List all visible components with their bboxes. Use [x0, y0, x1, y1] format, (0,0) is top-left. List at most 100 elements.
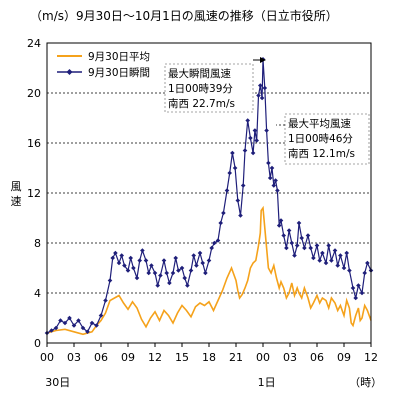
- x-tick-label: 09: [121, 351, 135, 364]
- gust-point: [116, 260, 122, 266]
- gust-point: [185, 283, 190, 288]
- x-tick-label: 09: [337, 351, 351, 364]
- gust-point: [143, 258, 149, 263]
- gust-point: [85, 329, 90, 335]
- gust-point: [335, 263, 340, 268]
- gust-point: [203, 270, 208, 276]
- gust-point: [299, 235, 304, 241]
- gust-point: [326, 243, 331, 248]
- gust-point: [62, 320, 68, 326]
- gust-point: [227, 170, 232, 176]
- gust-point: [356, 283, 361, 288]
- gust-point: [49, 328, 54, 333]
- gust-point: [284, 245, 289, 251]
- gust-point: [252, 128, 258, 133]
- gust-point: [146, 270, 151, 276]
- gust-point: [140, 248, 145, 253]
- gust-point: [259, 95, 265, 101]
- gust-point: [273, 178, 278, 183]
- gust-point: [362, 270, 367, 276]
- gust-point: [215, 238, 221, 243]
- gust-point: [341, 265, 347, 271]
- gust-point: [113, 250, 118, 256]
- x-tick-label: 12: [364, 351, 378, 364]
- annotation-text: 1日00時46分: [288, 133, 353, 145]
- y-axis-label-char: 風: [11, 180, 22, 193]
- series-gust: [44, 56, 374, 336]
- gust-point: [170, 270, 176, 276]
- y-axis-label: 風速: [11, 180, 22, 208]
- gust-point: [350, 285, 356, 291]
- y-tick-label: 4: [34, 287, 41, 300]
- gust-point: [179, 265, 185, 271]
- gust-point: [242, 148, 248, 153]
- x-tick-label: 06: [310, 351, 324, 364]
- gust-point: [275, 188, 280, 193]
- plot-frame: [46, 42, 372, 344]
- gust-point: [134, 275, 140, 281]
- gust-point: [278, 218, 284, 223]
- gust-point: [245, 118, 250, 123]
- annotation-arrowhead: [260, 57, 266, 63]
- gust-point: [98, 313, 104, 318]
- y-tick-labels: 0 4 8 12 16 20 24: [27, 37, 41, 350]
- x-tick-label: 12: [148, 351, 162, 364]
- gust-point: [53, 325, 59, 331]
- gust-point: [76, 318, 81, 323]
- y-tick-label: 20: [27, 87, 41, 100]
- gust-point: [125, 268, 131, 273]
- gust-point: [131, 265, 136, 271]
- gust-point: [238, 213, 243, 218]
- gust-point: [164, 270, 169, 276]
- gust-point: [149, 263, 154, 268]
- gust-point: [176, 268, 181, 273]
- gust-point: [286, 228, 292, 233]
- date-label: 1日: [258, 376, 276, 389]
- gust-point: [320, 250, 325, 256]
- gust-point: [224, 188, 230, 193]
- gust-point: [305, 233, 311, 238]
- gust-point: [161, 258, 167, 263]
- gust-point: [294, 243, 300, 248]
- y-tick-label: 12: [27, 187, 41, 200]
- gust-point: [182, 275, 187, 281]
- gust-point: [240, 183, 246, 188]
- annotation-text: 南西 12.1m/s: [288, 147, 355, 160]
- annotation-text: 最大平均風速: [288, 117, 351, 130]
- gust-point: [173, 255, 178, 261]
- x-tick-label: 21: [229, 351, 243, 364]
- gust-point: [254, 138, 259, 143]
- gust-point: [365, 260, 370, 266]
- series-average-line: [46, 205, 372, 336]
- gust-point: [329, 258, 334, 263]
- gust-point: [347, 268, 352, 273]
- date-label: 30日: [45, 376, 70, 389]
- gust-point: [197, 250, 203, 256]
- gust-point: [67, 315, 72, 321]
- gust-point: [344, 250, 349, 256]
- gust-point: [194, 263, 199, 268]
- gust-point: [212, 240, 217, 246]
- gust-point: [302, 245, 307, 251]
- x-tick-label: 03: [283, 351, 297, 364]
- gust-point: [137, 258, 142, 263]
- legend: 9月30日平均 9月30日瞬間: [52, 46, 158, 80]
- gust-point: [221, 210, 226, 216]
- gust-point: [230, 150, 235, 156]
- gust-point: [256, 93, 261, 98]
- x-tick-label: 00: [40, 351, 54, 364]
- y-tick-label: 8: [34, 237, 41, 250]
- date-label: （時）: [349, 376, 382, 389]
- gust-point: [267, 175, 273, 181]
- gust-point: [314, 243, 320, 248]
- gust-point: [232, 165, 238, 171]
- gust-point: [80, 325, 86, 331]
- gust-point: [317, 258, 322, 263]
- gust-point: [323, 260, 329, 266]
- gust-point: [188, 268, 194, 273]
- y-tick-label: 24: [27, 37, 41, 50]
- gust-point: [332, 248, 338, 253]
- legend-label-gust: 9月30日瞬間: [88, 66, 150, 79]
- y-tick-label: 16: [27, 137, 41, 150]
